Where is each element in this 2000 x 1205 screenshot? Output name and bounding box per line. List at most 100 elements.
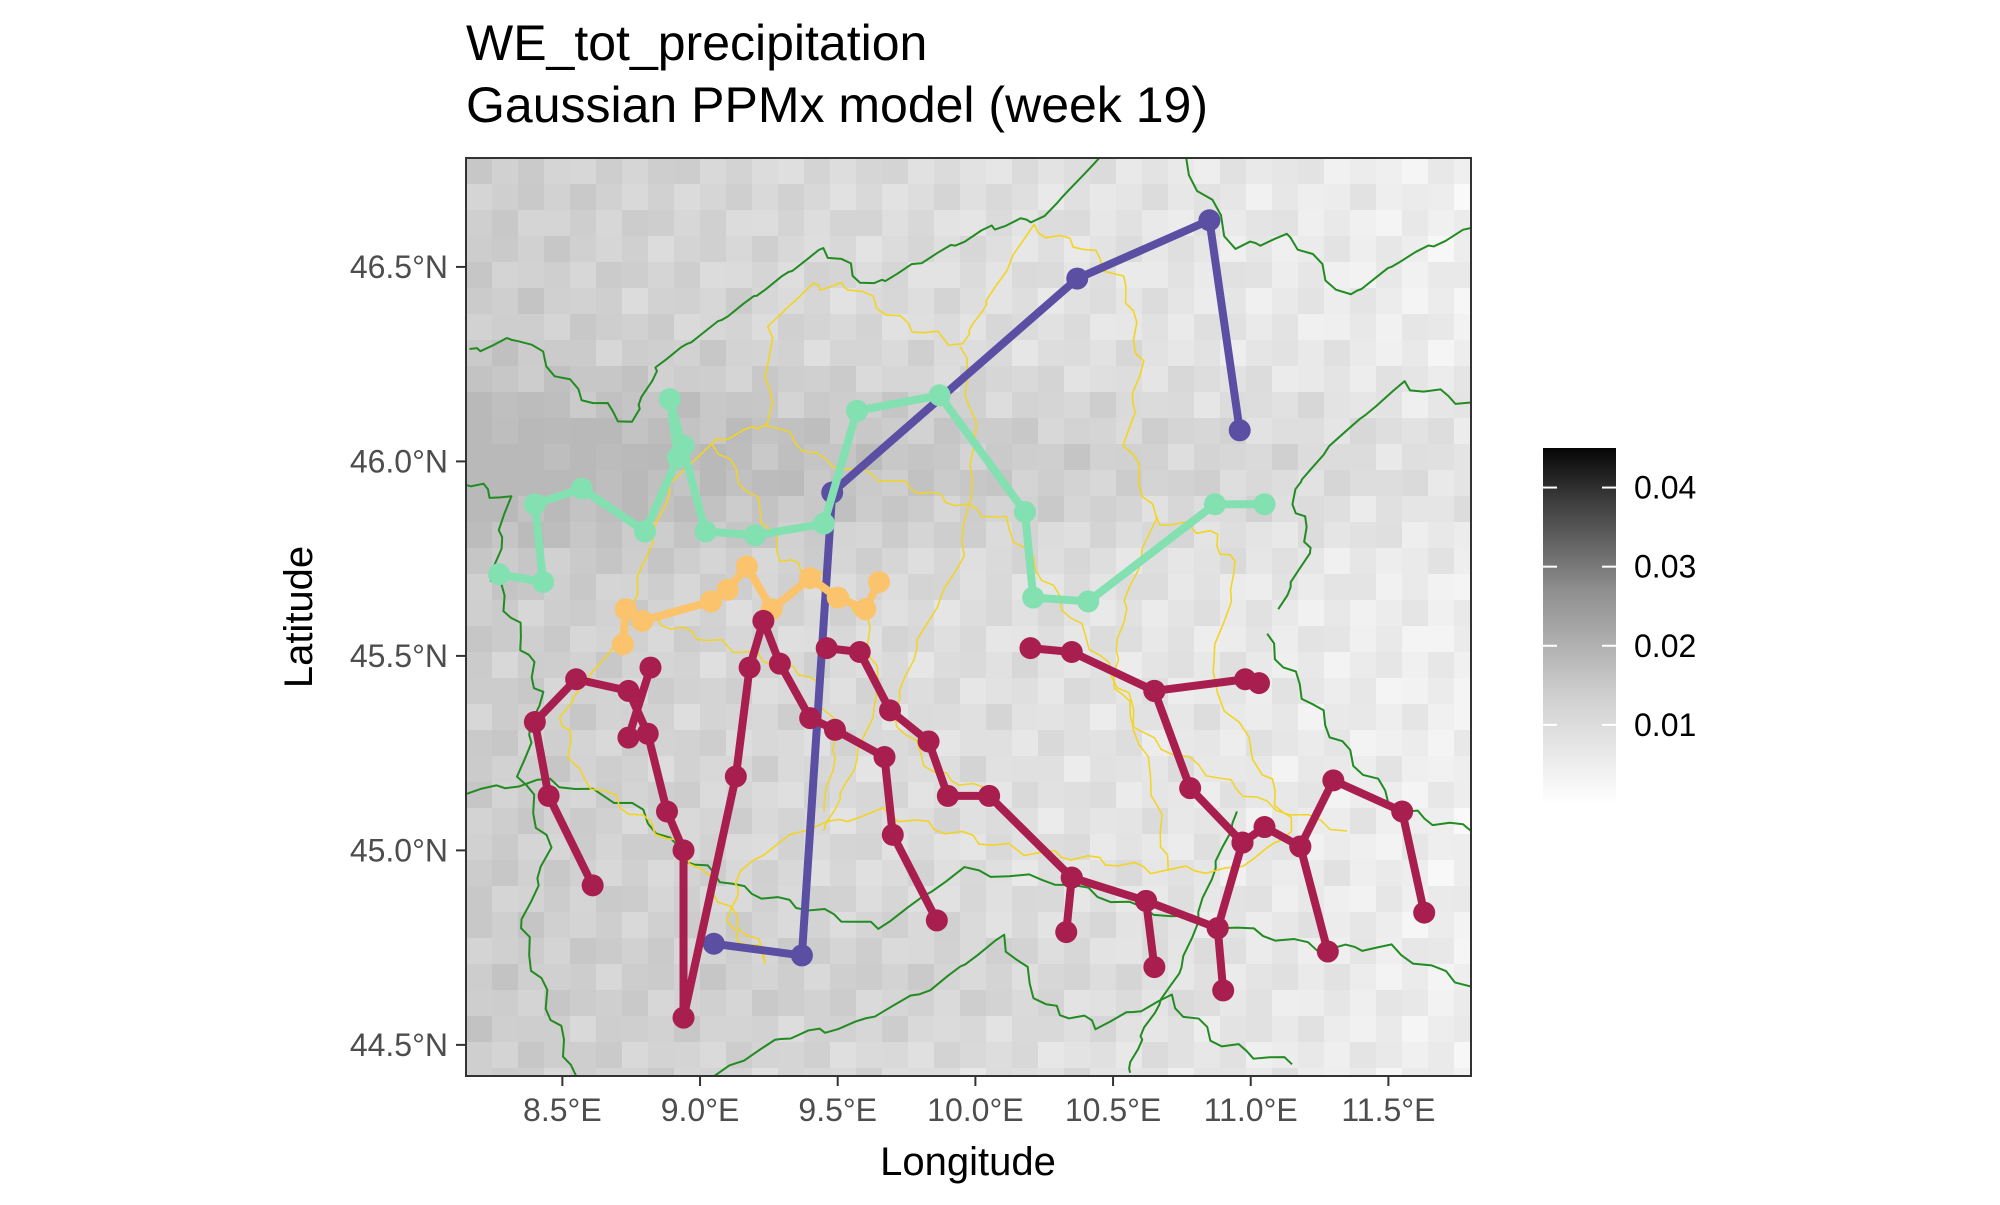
x-tick-label-4: 10.5°E [1065,1092,1161,1128]
x-tick-label-6: 11.5°E [1341,1092,1435,1128]
cluster-5 [617,656,662,749]
cluster-point-3-9 [854,598,877,621]
plot-panel [465,157,1472,1077]
y-axis-label: Latitude [277,546,321,688]
cluster-point-4-0 [581,874,604,897]
cluster-point-4-7 [672,839,695,862]
cluster-point-6-3 [917,730,940,753]
legend-tick-label-2: 0.03 [1634,549,1696,585]
cluster-point-10-1 [1143,956,1166,979]
x-axis-label: Longitude [880,1140,1056,1184]
cluster-point-1-7 [694,520,717,543]
border-north [469,158,1101,423]
cluster-point-0-3 [1066,267,1089,290]
border-inner-south [1128,811,1238,1073]
region-borders [466,158,1471,1076]
border-east-upper [1277,380,1471,610]
border-northeast [1185,158,1471,296]
cluster-point-4-9 [724,765,747,788]
cluster-point-1-8 [744,524,767,547]
cluster-point-3-4 [716,578,739,601]
cluster-point-1-13 [1022,586,1045,609]
cluster-point-3-7 [799,567,822,590]
cluster-point-1-11 [928,384,951,407]
cluster-point-4-1 [537,784,560,807]
cluster-paths [488,209,1436,1029]
cluster-point-11-0 [1206,917,1229,940]
cluster-line-5 [624,663,655,742]
cluster-point-3-2 [631,609,654,632]
x-tick-label-1: 9.0°E [661,1092,740,1128]
cluster-point-6-14 [1413,901,1436,924]
cluster-10 [1135,889,1166,979]
cluster-point-1-14 [1077,590,1100,613]
x-axis: 8.5°E 9.0°E 9.5°E 10.0°E 10.5°E 11.0°E 11.5°E [523,1076,1435,1128]
y-tick-label-4: 46.5°N [350,249,448,285]
cluster-point-7-3 [1179,777,1202,800]
cluster-point-9-0 [1060,866,1083,889]
cluster-point-6-12 [1322,769,1345,792]
cluster-point-4-4 [617,679,640,702]
cluster-point-1-6 [658,388,681,411]
cluster-8 [1143,668,1270,702]
cluster-point-3-1 [614,598,637,621]
legend-tick-label-1: 0.02 [1634,628,1696,664]
cluster-point-1-12 [1013,500,1036,523]
cluster-line-0 [709,216,1244,960]
y-axis: 44.5°N 45.0°N 45.5°N 46.0°N 46.5°N [350,249,466,1063]
cluster-point-0-4 [1198,209,1221,232]
cluster-point-6-10 [1253,816,1276,839]
y-tick-label-3: 46.0°N [350,443,448,479]
cluster-point-7-0 [1019,637,1042,660]
border-west [466,482,578,1076]
cluster-12 [1289,835,1339,963]
cluster-point-4-6 [656,800,678,823]
cluster-point-6-2 [879,699,902,722]
cluster-point-4-13 [799,707,822,730]
cluster-point-4-14 [823,718,846,741]
border-lombardy [558,223,1293,964]
border-east-lower [1266,633,1471,832]
cluster-point-1-3 [570,477,593,500]
cluster-point-1-15 [1203,493,1226,516]
y-tick-label-2: 45.5°N [350,638,448,674]
cluster-point-12-1 [1316,940,1339,963]
cluster-point-0-0 [702,932,725,955]
y-tick-label-1: 45.0°N [350,832,448,868]
cluster-point-8-2 [1247,672,1270,695]
cluster-point-6-13 [1391,800,1414,823]
cluster-point-0-5 [1228,419,1251,442]
plot-frame [465,157,1472,1077]
cluster-point-4-5 [636,722,659,745]
cluster-point-4-8 [672,1006,695,1029]
cluster-point-3-3 [700,590,723,613]
cluster-point-1-9 [812,512,835,535]
cluster-point-12-0 [1289,835,1312,858]
border-inner-5 [1112,516,1348,832]
cluster-point-3-8 [826,586,849,609]
cluster-point-6-0 [815,637,838,660]
cluster-point-3-10 [868,570,891,593]
cluster-point-4-15 [873,746,896,769]
cluster-point-4-16 [881,823,904,846]
cluster-4 [523,609,948,1029]
cluster-point-4-12 [768,652,791,675]
cluster-point-7-1 [1060,641,1083,664]
cluster-point-10-0 [1135,889,1158,912]
cluster-3 [611,555,891,656]
chart-subtitle: Gaussian PPMx model (week 19) [466,77,1208,133]
cluster-line-12 [1296,842,1332,956]
cluster-point-6-5 [978,784,1001,807]
cluster-point-0-1 [790,944,813,967]
cluster-9 [1055,866,1083,944]
legend-tick-label-0: 0.01 [1634,707,1696,743]
cluster-point-4-10 [738,656,761,679]
cluster-2 [667,434,695,469]
x-tick-label-2: 9.5°E [798,1092,877,1128]
cluster-point-4-17 [925,909,948,932]
legend-colorbar [1543,448,1616,804]
border-far-south [712,933,1293,1076]
cluster-point-5-0 [617,726,640,749]
